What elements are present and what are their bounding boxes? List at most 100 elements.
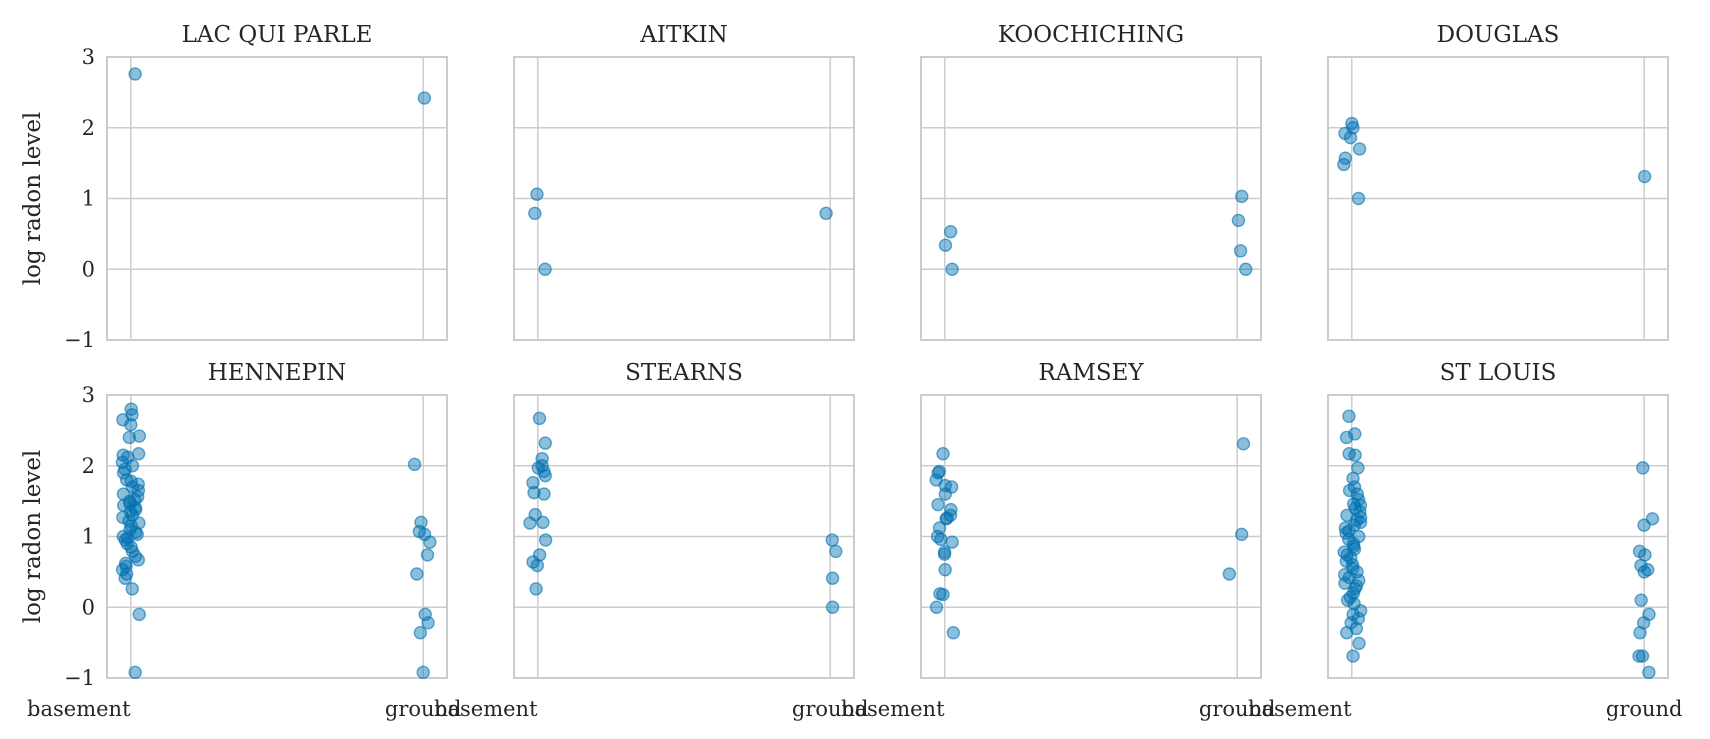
x-tick-label-basement: basement [841, 697, 945, 721]
basement-point [938, 563, 952, 577]
basement-point [526, 476, 540, 490]
x-tick-label-ground: ground [1199, 697, 1276, 721]
ground-point [1637, 565, 1652, 579]
ground-point [1634, 593, 1648, 607]
panel-ramsey: RAMSEY basement ground [841, 360, 1275, 721]
y-tick-label: −1 [64, 328, 95, 352]
basement-point [929, 600, 944, 614]
ground-point [1234, 527, 1249, 542]
basement-point [530, 187, 544, 201]
basement-point [538, 533, 553, 547]
basement-point [1348, 448, 1362, 462]
ground-point [1636, 461, 1650, 475]
ground-point [825, 600, 840, 614]
basement-point [538, 262, 552, 276]
panel-title: DOUGLAS [1437, 22, 1560, 48]
basement-point [536, 515, 550, 530]
panel-st-louis: ST LOUIS basement ground [1248, 360, 1682, 721]
basement-point [943, 225, 958, 239]
x-tick-label-basement: basement [27, 697, 131, 721]
ground-point [1634, 558, 1648, 573]
y-tick-label: 1 [82, 525, 95, 549]
panel-douglas: DOUGLAS [1327, 22, 1669, 341]
panel-title: AITKIN [639, 22, 727, 48]
basement-point [1340, 593, 1355, 607]
ground-point [417, 91, 432, 105]
ground-point [1233, 244, 1248, 258]
panel-title: RAMSEY [1038, 360, 1144, 386]
basement-point [530, 558, 545, 573]
panel-title: KOOCHICHING [998, 22, 1184, 48]
basement-point [938, 238, 953, 252]
ground-point [1637, 518, 1651, 532]
basement-point [1343, 130, 1358, 145]
plot-root: LAC QUI PARLE −1 0 1 2 3 log radon level AITKIN… [20, 22, 1683, 721]
panel-aitkin: AITKIN [513, 22, 855, 341]
ground-point [1239, 262, 1253, 276]
basement-point [1346, 649, 1360, 663]
ground-point [1236, 437, 1251, 451]
basement-point [946, 626, 961, 640]
basement-point [1339, 430, 1354, 445]
basement-point [118, 571, 132, 585]
basement-point [1351, 191, 1366, 206]
ground-point [819, 206, 833, 221]
basement-point [1352, 636, 1366, 651]
y-tick-label: 3 [82, 45, 95, 69]
basement-point [936, 587, 950, 602]
basement-point [537, 487, 551, 501]
ground-point [1637, 169, 1652, 184]
x-tick-label-ground: ground [1606, 697, 1683, 721]
ground-point [413, 626, 428, 640]
ground-point [407, 457, 422, 472]
ground-point [423, 535, 437, 549]
basement-point [937, 547, 952, 561]
y-tick-label: 3 [82, 383, 95, 407]
panel-title: STEARNS [625, 360, 743, 386]
basement-point [936, 447, 950, 461]
panel-lac-qui-parle: LAC QUI PARLE −1 0 1 2 3 log radon level [20, 22, 448, 352]
basement-point [116, 466, 131, 480]
basement-point [931, 497, 945, 512]
y-tick-label: 2 [82, 454, 95, 478]
basement-point [532, 411, 547, 426]
basement-point [125, 459, 140, 473]
ground-point [825, 571, 840, 585]
basement-point [938, 487, 953, 501]
basement-point [1342, 409, 1356, 423]
basement-point [523, 516, 537, 530]
basement-point [132, 607, 146, 622]
panel-hennepin: HENNEPIN −1 0 1 2 3 log radon level basement gro… [20, 360, 462, 721]
y-tick-label: 2 [82, 116, 95, 140]
basement-point [1348, 427, 1362, 441]
basement-point [131, 553, 146, 567]
ground-point [1235, 189, 1249, 204]
basement-point [538, 468, 552, 483]
panel-koochiching: KOOCHICHING [920, 22, 1262, 341]
ground-point [1222, 567, 1237, 581]
ground-point [410, 567, 424, 581]
basement-point [122, 430, 137, 445]
basement-point [528, 206, 542, 221]
panel-title: LAC QUI PARLE [182, 22, 373, 48]
ground-point [829, 544, 843, 559]
ground-point [1642, 665, 1656, 680]
x-tick-label-basement: basement [434, 697, 538, 721]
basement-point [1345, 558, 1360, 572]
basement-point [527, 485, 541, 500]
basement-point [934, 532, 948, 547]
panel-title: HENNEPIN [208, 360, 347, 386]
y-tick-label: 0 [82, 595, 95, 619]
basement-point [1337, 157, 1351, 172]
basement-point [1352, 142, 1367, 156]
basement-point [1351, 611, 1366, 626]
basement-point [529, 582, 543, 596]
ground-point [420, 548, 435, 562]
basement-point [128, 67, 142, 81]
basement-point [124, 418, 138, 432]
panel-stearns: STEARNS basement ground [434, 360, 868, 721]
ground-point [1633, 626, 1647, 640]
ground-point [1632, 649, 1646, 663]
x-tick-label-basement: basement [1248, 697, 1352, 721]
basement-point [1340, 626, 1354, 640]
